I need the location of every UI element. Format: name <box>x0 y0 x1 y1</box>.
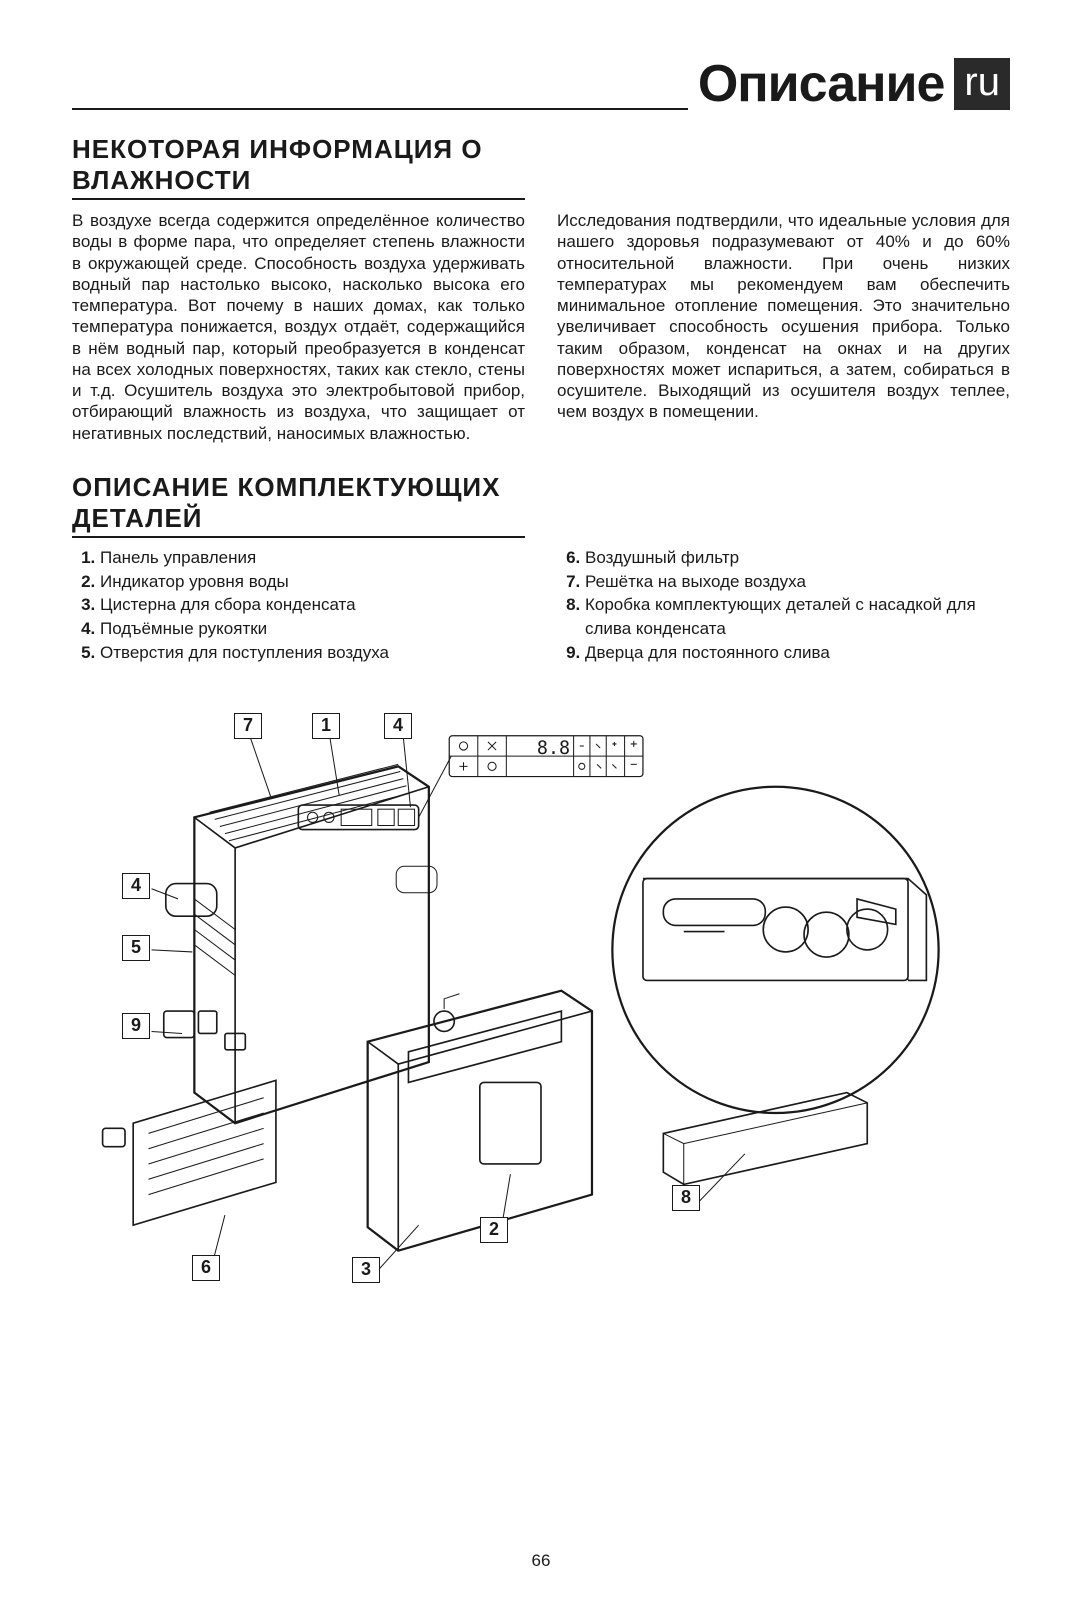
callout-4-top: 4 <box>384 713 412 739</box>
callout-2: 2 <box>480 1217 508 1243</box>
callout-3: 3 <box>352 1257 380 1283</box>
diagram-svg: 8.8 <box>72 695 1010 1327</box>
callout-5: 5 <box>122 935 150 961</box>
list-left: Панель управления Индикатор уровня воды … <box>72 546 525 665</box>
list-item: Решётка на выходе воздуха <box>585 570 1010 594</box>
section2-title: ОПИСАНИЕ КОМПЛЕКТУЮЩИХ ДЕТАЛЕЙ <box>72 472 525 538</box>
list-item: Цистерна для сбора конденсата <box>100 593 525 617</box>
header-title: Описание <box>698 58 945 110</box>
list-item: Отверстия для поступления воздуха <box>100 641 525 665</box>
section1-para-right: Исследования подтвердили, что идеальные … <box>557 210 1010 423</box>
product-diagram: 8.8 <box>72 695 1010 1315</box>
section1-columns: В воздухе всегда содержится определённое… <box>72 204 1010 444</box>
list-item: Воздушный фильтр <box>585 546 1010 570</box>
callout-4-left: 4 <box>122 873 150 899</box>
section1-title: НЕКОТОРАЯ ИНФОРМАЦИЯ О ВЛАЖНОСТИ <box>72 134 525 200</box>
callout-6: 6 <box>192 1255 220 1281</box>
callout-7: 7 <box>234 713 262 739</box>
callout-9: 9 <box>122 1013 150 1039</box>
component-list: Панель управления Индикатор уровня воды … <box>72 546 1010 665</box>
list-item: Дверца для постоянного слива <box>585 641 1010 665</box>
header-rule <box>72 108 688 110</box>
page-number: 66 <box>0 1551 1082 1571</box>
list-item: Панель управления <box>100 546 525 570</box>
page-header: Описание ru <box>72 58 1010 110</box>
section1-para-left: В воздухе всегда содержится определённое… <box>72 210 525 444</box>
language-badge: ru <box>954 58 1010 110</box>
callout-1: 1 <box>312 713 340 739</box>
list-item: Подъёмные рукоятки <box>100 617 525 641</box>
list-item: Индикатор уровня воды <box>100 570 525 594</box>
list-item: Коробка комплектующих деталей с насадкой… <box>585 593 1010 641</box>
callout-8: 8 <box>672 1185 700 1211</box>
display-text: 8.8 <box>537 738 570 759</box>
list-right: Воздушный фильтр Решётка на выходе возду… <box>557 546 1010 665</box>
